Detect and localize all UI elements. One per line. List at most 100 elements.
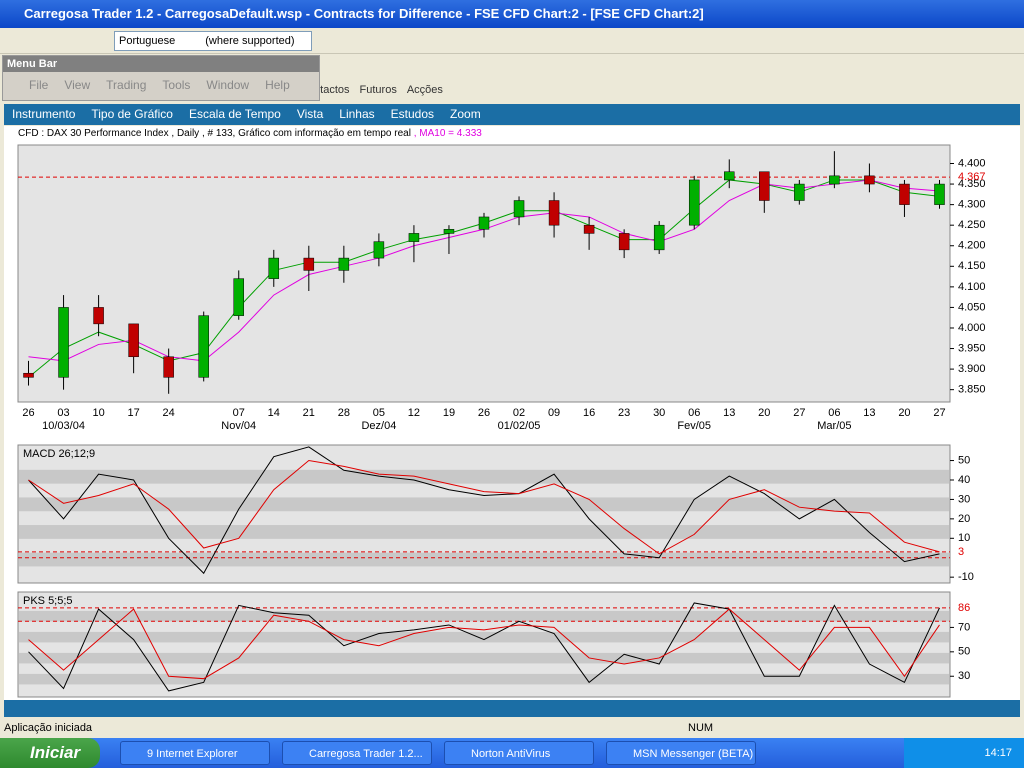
x-tick-label: 02 — [513, 407, 525, 419]
band — [19, 610, 949, 622]
x-tick-label: 14 — [268, 407, 280, 419]
menu-item[interactable]: Help — [265, 78, 290, 92]
candle-body — [759, 171, 770, 201]
x-tick-label: 09 — [548, 407, 560, 419]
candle-body — [373, 241, 385, 259]
y-tick-label: 3.850 — [958, 384, 986, 396]
chart-menu: Instrumento Tipo de Gráfico Escala de Temp… — [4, 104, 1020, 125]
y-tick-label: 4.300 — [958, 199, 986, 211]
menu-item[interactable]: File — [29, 78, 49, 92]
y-tick-label: 4.200 — [958, 240, 986, 252]
panel-title: MACD 26;12;9 — [23, 448, 95, 460]
task-item[interactable]: MSN Messenger (BETA) — [606, 741, 756, 765]
candle-body — [128, 323, 139, 358]
x-tick-label: 13 — [863, 407, 875, 419]
band — [19, 525, 949, 539]
candle-body — [794, 183, 805, 201]
y-tick-label: 70 — [958, 621, 970, 633]
menu-item[interactable]: Tools — [162, 78, 191, 92]
candle-body — [583, 224, 595, 234]
candle-body — [829, 175, 840, 185]
band — [19, 631, 949, 643]
x-tick-label: 20 — [898, 407, 910, 419]
y-tick-label: 30 — [958, 670, 970, 682]
chart-menu-item[interactable]: Linhas — [339, 107, 375, 121]
x-tick-label: 12 — [408, 407, 420, 419]
candle-body — [724, 171, 735, 181]
candle-body — [618, 233, 630, 251]
ma-label: , MA10 = 4.333 — [413, 128, 482, 139]
candle-body — [864, 175, 875, 185]
x-tick-label: 03 — [57, 407, 69, 419]
menu-item[interactable]: Window — [206, 78, 250, 92]
x-tick-label: 16 — [583, 407, 595, 419]
band — [19, 469, 949, 484]
x-tick-label: 23 — [618, 407, 630, 419]
taskbar: Iniciar 14:17 9 Internet Explorer Carregosa… — [0, 738, 1024, 768]
x-tick-label: 07 — [233, 407, 245, 419]
candle-body — [23, 372, 34, 378]
y-tick-label: -10 — [958, 571, 974, 583]
bottom-bar — [4, 700, 1020, 717]
tab[interactable]: Acções — [406, 84, 443, 96]
menu-item[interactable]: View — [64, 78, 91, 92]
menu-item[interactable]: Trading — [106, 78, 147, 92]
x-tick-label: 13 — [723, 407, 735, 419]
y-tick-label: 4.050 — [958, 301, 986, 313]
candle-body — [163, 356, 174, 378]
tray: 14:17 — [904, 738, 1024, 768]
candle-body — [548, 200, 560, 226]
start-button[interactable]: Iniciar — [0, 738, 100, 768]
x-tick-label: 19 — [443, 407, 455, 419]
menu-bar: Menu Bar File View Trading Tools Window Help — [2, 55, 320, 101]
candle-body — [58, 307, 69, 378]
status-bar: Aplicação iniciada NUM — [0, 719, 1024, 737]
x-tick-label: 27 — [793, 407, 805, 419]
candle-body — [688, 179, 700, 226]
task-item[interactable]: Norton AntiVirus — [444, 741, 594, 765]
chart-menu-item[interactable]: Tipo de Gráfico — [91, 107, 173, 121]
period-label: 10/03/04 — [42, 420, 85, 432]
y-tick-label: 20 — [958, 513, 970, 525]
band — [19, 552, 949, 567]
chart-info: CFD : DAX 30 Performance Index , Daily ,… — [18, 128, 411, 139]
status-message: Aplicação iniciada — [4, 722, 93, 734]
task-item[interactable]: Carregosa Trader 1.2... — [282, 741, 432, 765]
y-tick-label: 3.900 — [958, 363, 986, 375]
chart-menu-item[interactable]: Vista — [296, 107, 324, 121]
y-tick-label: 40 — [958, 474, 970, 486]
candle-body — [198, 315, 209, 378]
candle-body — [899, 183, 910, 205]
tab[interactable]: Futuros — [359, 84, 397, 96]
reference-label: 3 — [958, 546, 964, 558]
y-tick-label: 4.100 — [958, 281, 986, 293]
y-tick-label: 4.000 — [958, 322, 986, 334]
chart-menu-item[interactable]: Estudos — [390, 107, 435, 121]
y-tick-label: 3.950 — [958, 342, 986, 354]
candle-body — [93, 307, 104, 325]
y-tick-label: 30 — [958, 493, 970, 505]
indicator-line — [28, 602, 940, 692]
candle-body — [338, 257, 350, 271]
x-tick-label: 06 — [688, 407, 700, 419]
plot-bg — [17, 144, 951, 403]
x-tick-label: 30 — [653, 407, 665, 419]
x-tick-label: 28 — [338, 407, 350, 419]
candle-body — [934, 183, 945, 205]
y-tick-label: 4.250 — [958, 219, 986, 231]
x-tick-label: 24 — [163, 407, 175, 419]
language-hint: (where supported) — [205, 35, 295, 47]
x-tick-label: 21 — [303, 407, 315, 419]
task-item[interactable]: 9 Internet Explorer — [120, 741, 270, 765]
chart-menu-item[interactable]: Zoom — [450, 107, 481, 121]
title-bar: Carregosa Trader 1.2 - CarregosaDefault.… — [0, 0, 1024, 28]
language-select[interactable]: Portuguese (where supported) — [114, 31, 312, 51]
tabs: Contactos Futuros Acções — [300, 82, 453, 98]
band — [19, 652, 949, 664]
chart-menu-item[interactable]: Escala de Tempo — [188, 107, 281, 121]
x-tick-label: 10 — [92, 407, 104, 419]
candle-body — [653, 224, 665, 251]
chart-menu-item[interactable]: Instrumento — [12, 107, 76, 121]
x-tick-label: 27 — [933, 407, 945, 419]
